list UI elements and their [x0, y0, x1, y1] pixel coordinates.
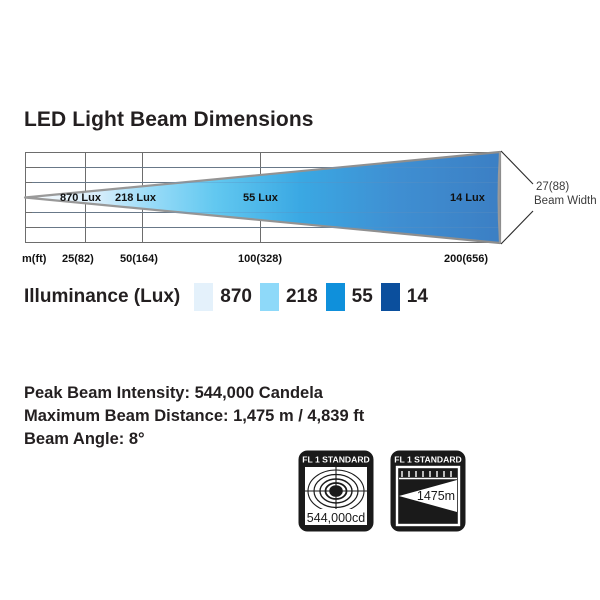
beam-label-14: 14 Lux — [450, 192, 486, 204]
axis-unit-label: m(ft) — [22, 253, 47, 265]
legend-value-218: 218 — [285, 286, 318, 307]
legend-value-55: 55 — [351, 286, 373, 307]
legend-item-218: 218 — [259, 283, 318, 311]
beam-overlay-gridlines — [32, 167, 500, 228]
beam-intensity-target-icon — [305, 467, 367, 513]
legend-swatch-14 — [380, 283, 400, 311]
legend-value-870: 870 — [220, 286, 252, 307]
beam-cone — [23, 150, 502, 245]
beam-label-218: 218 Lux — [115, 192, 157, 204]
fl1-badge-candela: FL 1 STANDARD 544,000cd — [298, 450, 374, 532]
axis-tick-25: 25(82) — [62, 253, 94, 265]
badge-value-candela: 544,000cd — [307, 511, 365, 525]
specifications-block: Peak Beam Intensity: 544,000 Candela Max… — [24, 382, 444, 451]
beam-width-caption: Beam Width — [534, 195, 597, 207]
badge-value-distance: 1475m — [417, 489, 455, 503]
badge-value-backing — [305, 509, 367, 525]
badge-standard-label: FL 1 STANDARD — [302, 455, 369, 465]
page-title: LED Light Beam Dimensions — [24, 108, 314, 131]
axis-tick-200: 200(656) — [444, 253, 488, 265]
beam-end-cap — [497, 151, 501, 244]
legend-swatch-55 — [325, 283, 345, 311]
illuminance-legend: Illuminance (Lux) 870 218 55 14 — [24, 283, 436, 311]
fl1-badge-distance: FL 1 STANDARD 1475m — [390, 450, 466, 532]
spec-peak-beam-intensity: Peak Beam Intensity: 544,000 Candela — [24, 384, 323, 402]
legend-item-870: 870 — [194, 283, 252, 311]
axis-tick-100: 100(328) — [238, 253, 282, 265]
legend-item-55: 55 — [325, 283, 373, 311]
legend-value-14: 14 — [406, 286, 428, 307]
beam-diagram: 27(88) Beam Width 870 Lux 218 Lux 55 Lux… — [0, 140, 600, 270]
legend-swatch-218 — [259, 283, 279, 311]
legend-item-14: 14 — [380, 283, 428, 311]
beam-diagram-svg: 27(88) Beam Width 870 Lux 218 Lux 55 Lux… — [22, 150, 597, 265]
spec-beam-angle: Beam Angle: 8° — [24, 430, 145, 448]
beam-width-value: 27(88) — [536, 181, 569, 193]
fl1-standard-badges: FL 1 STANDARD 544,000cd FL 1 STANDARD — [297, 449, 467, 533]
distance-beam-wedge — [399, 480, 457, 512]
beam-label-55: 55 Lux — [243, 192, 279, 204]
beam-distance-ruler-icon — [399, 471, 457, 480]
beam-label-870: 870 Lux — [60, 192, 102, 204]
legend-title: Illuminance (Lux) — [24, 286, 181, 307]
beam-width-bracket — [500, 150, 534, 245]
spec-maximum-beam-distance: Maximum Beam Distance: 1,475 m / 4,839 f… — [24, 407, 365, 425]
badge-inner-frame — [395, 465, 461, 527]
legend-swatch-870 — [194, 283, 214, 311]
axis-tick-50: 50(164) — [120, 253, 158, 265]
badge-standard-label: FL 1 STANDARD — [394, 455, 461, 465]
